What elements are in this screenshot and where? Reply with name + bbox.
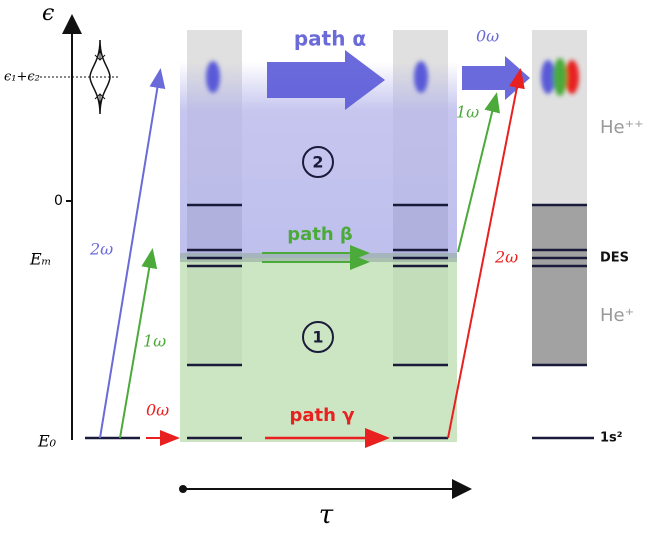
diagram: ϵ ϵ₁+ϵ₂ 0 Eₘ E₀ τ 2ω 1ω 0ω path α path β… [0,0,653,531]
energy-symbol: ϵ [42,1,54,26]
time-symbol: τ [319,500,334,530]
transition-label: 2ω [494,248,518,267]
state-label: He⁺ [600,305,634,326]
state-label: He⁺⁺ [600,117,644,138]
transition-label: 0ω [146,401,169,420]
transition-label: 0ω [476,27,499,46]
em-label: Eₘ [29,250,52,269]
transition-label: 2ω [89,240,113,259]
transition-label: 1ω [456,103,479,122]
region-label: 1 [312,328,323,347]
e0-label: E₀ [37,432,57,451]
state-label: 1s² [600,431,622,446]
region-label: 2 [312,153,323,172]
transition-label: 1ω [143,332,166,351]
state-label: DES [600,251,629,266]
background [180,30,587,442]
path-label: path α [294,27,366,51]
peak-label: ϵ₁+ϵ₂ [4,70,40,85]
path-label: path β [287,224,353,245]
path-label: path γ [290,405,355,426]
zero-label: 0 [54,193,63,209]
